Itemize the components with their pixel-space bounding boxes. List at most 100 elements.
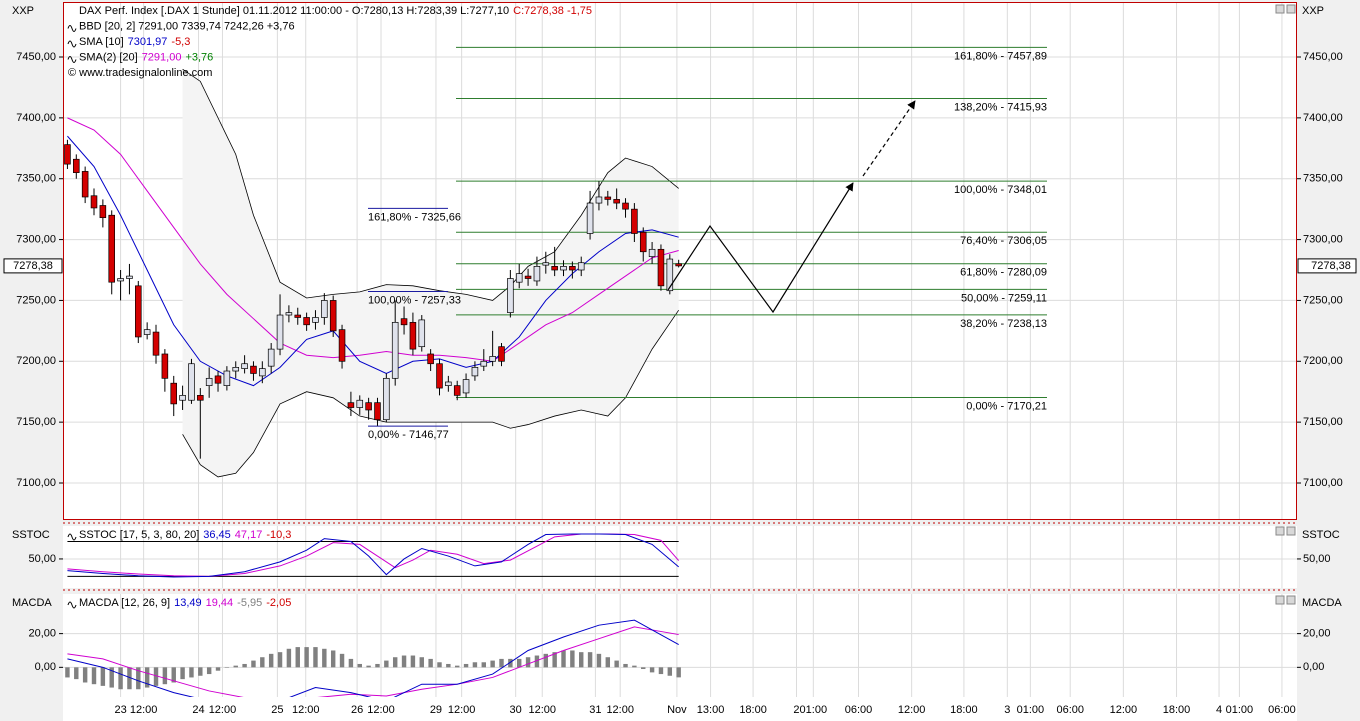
maximize-button[interactable] <box>1286 526 1296 536</box>
histogram-bar <box>91 667 97 685</box>
projection-arrow <box>667 182 854 314</box>
x-tick-label: 18:00 <box>1163 704 1191 716</box>
histogram-bar <box>428 658 433 668</box>
legend-part: SMA(2) [20] <box>79 51 138 63</box>
histogram-bar <box>579 652 584 668</box>
histogram-bar <box>463 663 469 668</box>
candle-body <box>622 202 629 210</box>
candle-body <box>259 368 266 377</box>
maximize-button[interactable] <box>1286 595 1296 605</box>
legend-part: DAX Perf. Index [.DAX 1 Stunde] 01.11.20… <box>79 5 509 17</box>
y-tick-label: 20,00 <box>28 628 56 640</box>
histogram-bar <box>171 667 176 683</box>
band-line <box>182 309 680 478</box>
fib-label: 61,80% - 7280,09 <box>960 267 1047 279</box>
histogram-bar <box>667 667 673 676</box>
histogram-bar <box>375 663 380 668</box>
panel-label: SSTOC <box>1302 529 1340 541</box>
candle-body <box>285 312 293 316</box>
histogram-bar <box>587 652 593 668</box>
x-tick-label: 01:00 <box>800 704 828 716</box>
panel-label: SSTOC <box>12 529 50 541</box>
histogram-bar <box>401 655 407 668</box>
fib-label: 0,00% - 7146,77 <box>368 429 449 441</box>
legend-part: MACDA [12, 26, 9] <box>79 597 170 609</box>
fib-label: 50,00% - 7259,11 <box>961 292 1047 304</box>
histogram-bar <box>454 665 460 668</box>
x-tick-label: 31 <box>589 704 601 716</box>
legend-part: 19,44 <box>206 597 234 609</box>
histogram-bar <box>109 667 114 688</box>
window-buttons[interactable] <box>1275 4 1296 605</box>
histogram-bar <box>561 650 566 668</box>
x-tick-label: 06:00 <box>1056 704 1084 716</box>
last-price-label: 7278,38 <box>1311 260 1351 272</box>
x-tick-label: Nov <box>667 704 687 716</box>
x-tick-label: 18:00 <box>950 704 978 716</box>
histogram-bar <box>658 667 664 675</box>
histogram-bar <box>136 667 141 690</box>
y-tick-label: 7400,00 <box>1303 112 1343 124</box>
legend-part: 47,17 <box>235 529 263 541</box>
y-tick-label: 7350,00 <box>16 173 56 185</box>
legend-part: 7291,00 <box>142 51 182 63</box>
candle-body <box>471 367 479 377</box>
histogram-bar <box>286 648 292 668</box>
legend-entry: SMA [10] 7301,97 -5,3 <box>79 36 190 48</box>
legend-icon <box>67 25 77 32</box>
histogram-bar <box>357 663 362 668</box>
legend-part: +3,76 <box>185 51 213 63</box>
minimize-button[interactable] <box>1275 595 1285 605</box>
maximize-button[interactable] <box>1286 4 1296 14</box>
candle-body <box>294 314 302 318</box>
y-tick-label: 7200,00 <box>16 355 56 367</box>
legend-part: -2,05 <box>266 597 291 609</box>
sstoc-panel <box>63 526 1297 588</box>
histogram-bar <box>623 663 628 668</box>
minimize-button[interactable] <box>1275 4 1285 14</box>
candle-body <box>321 300 328 318</box>
histogram-bar <box>215 667 221 671</box>
fib-label: 0,00% - 7170,21 <box>966 400 1047 412</box>
candle-body <box>108 214 115 283</box>
band-area <box>182 69 679 477</box>
histogram-bar <box>348 658 354 668</box>
candle-body <box>143 329 151 335</box>
histogram-bar <box>543 653 549 668</box>
x-tick-label: 06:00 <box>845 704 873 716</box>
legend-icon <box>67 533 77 541</box>
histogram-bar <box>233 665 238 668</box>
x-tick-label: 12:00 <box>528 704 556 716</box>
candle-body <box>551 266 558 271</box>
histogram-bar <box>437 662 442 668</box>
candle-body <box>276 314 284 350</box>
histogram-bar <box>508 658 513 668</box>
plot-layer: 7100,00 7100,00 7150,00 7150,00 7200,00 7200,… <box>16 2 1343 697</box>
minimize-button[interactable] <box>1275 526 1285 536</box>
histogram-bar <box>198 667 203 676</box>
y-tick-label: 7250,00 <box>16 294 56 306</box>
histogram-bar <box>65 667 70 678</box>
fib-label: 161,80% - 7325,66 <box>368 211 461 223</box>
y-tick-label: 7350,00 <box>1303 173 1343 185</box>
y-tick-label: 50,00 <box>1303 553 1331 565</box>
histogram-bar <box>552 652 557 668</box>
candle-body <box>365 402 372 411</box>
candle-body <box>498 346 505 362</box>
candle-body <box>648 248 656 257</box>
histogram-bar <box>277 652 283 668</box>
x-tick-label: 26 <box>351 704 363 716</box>
candle-body <box>117 278 124 282</box>
candle-body <box>170 382 178 405</box>
candle-body <box>604 196 612 200</box>
x-tick-label: 23 <box>114 704 126 716</box>
histogram-bar <box>118 667 123 690</box>
histogram-bar <box>206 667 212 675</box>
indicator-line <box>67 619 679 697</box>
candle-body <box>347 402 355 408</box>
x-tick-label: 12:00 <box>367 704 395 716</box>
x-tick-label: 12:00 <box>130 704 158 716</box>
y-tick-label: 20,00 <box>1303 628 1331 640</box>
y-tick-label: 0,00 <box>1303 661 1324 673</box>
